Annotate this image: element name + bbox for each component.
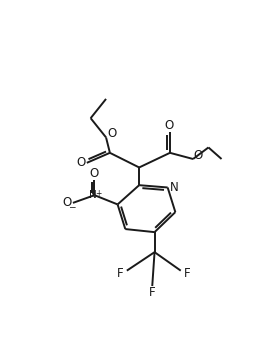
Text: O: O — [194, 149, 203, 162]
Text: F: F — [117, 267, 124, 280]
Text: O: O — [76, 156, 85, 169]
Text: −: − — [68, 202, 75, 211]
Text: F: F — [149, 286, 156, 299]
Text: N: N — [170, 181, 179, 194]
Text: +: + — [95, 189, 102, 198]
Text: O: O — [62, 197, 71, 209]
Text: O: O — [89, 167, 98, 180]
Text: O: O — [165, 119, 174, 132]
Text: F: F — [184, 267, 190, 280]
Text: O: O — [108, 127, 117, 140]
Text: N: N — [89, 190, 97, 200]
